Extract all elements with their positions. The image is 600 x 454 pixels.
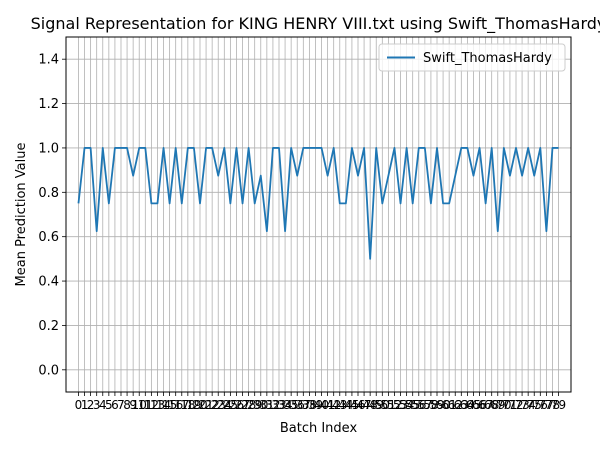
x-axis-label: Batch Index (280, 421, 358, 436)
y-tick-label: 1.2 (38, 97, 59, 112)
y-axis-label: Mean Prediction Value (14, 143, 29, 287)
y-tick-label: 0.6 (38, 230, 59, 245)
legend: Swift_ThomasHardy (379, 44, 565, 71)
y-tick-label: 1.0 (38, 141, 59, 156)
chart-title: Signal Representation for KING HENRY VII… (31, 14, 600, 34)
legend-label: Swift_ThomasHardy (423, 51, 552, 66)
y-tick-label: 0.4 (38, 275, 59, 290)
x-tick-label: 79 (551, 398, 566, 412)
y-tick-label: 0.0 (38, 363, 59, 378)
y-tick-label: 0.8 (38, 186, 59, 201)
y-tick-label: 0.2 (38, 319, 59, 334)
y-tick-label: 1.4 (38, 53, 59, 68)
